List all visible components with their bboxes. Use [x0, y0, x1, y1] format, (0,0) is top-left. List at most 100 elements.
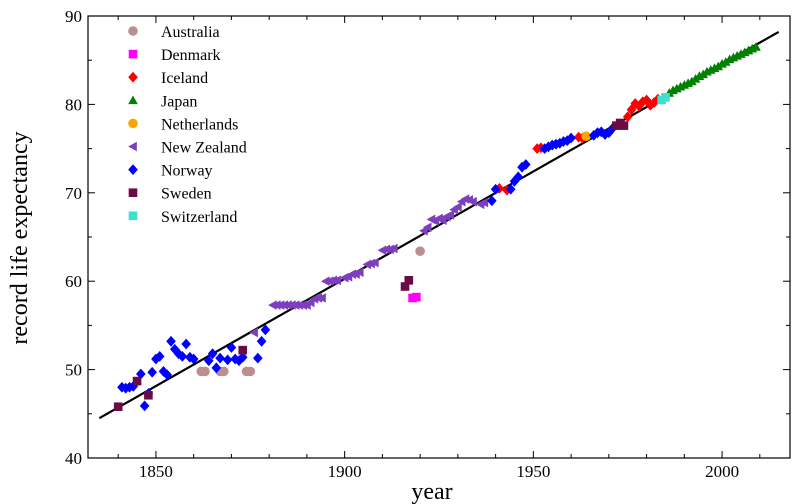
data-point-new-zealand [249, 327, 258, 338]
data-point-norway [554, 137, 565, 149]
legend-label-sweden: Sweden [161, 186, 212, 203]
data-point-norway [260, 324, 271, 336]
data-point-norway [253, 352, 263, 364]
x-axis-label: year [411, 479, 452, 504]
data-point-new-zealand [453, 202, 462, 212]
legend-marker-switzerland [128, 211, 138, 221]
x-tick-label: 1900 [328, 462, 362, 481]
legend-marker-iceland [128, 71, 138, 83]
data-point-iceland [626, 104, 637, 116]
series-denmark [408, 292, 421, 303]
series-japan [664, 42, 761, 97]
data-point-iceland [630, 98, 641, 109]
data-point-new-zealand [362, 259, 372, 270]
data-point-sweden [144, 390, 153, 400]
series-new-zealand [249, 194, 489, 338]
x-tick-label: 1850 [139, 462, 173, 481]
data-point-norway [230, 353, 240, 365]
data-point-new-zealand [309, 294, 319, 304]
data-point-new-zealand [445, 210, 455, 220]
y-tick-label: 70 [65, 184, 82, 203]
data-point-norway [566, 132, 576, 144]
legend-label-switzerland: Switzerland [161, 209, 237, 226]
y-tick-label: 90 [65, 7, 82, 26]
legend-marker-netherlands [128, 118, 138, 129]
legend-label-australia: Australia [161, 24, 220, 41]
series-norway [117, 122, 618, 412]
data-point-new-zealand [422, 222, 432, 233]
data-point-norway [203, 355, 214, 367]
legend-marker-norway [128, 164, 138, 175]
data-point-iceland [622, 111, 633, 123]
data-point-norway [222, 354, 233, 366]
data-point-new-zealand [370, 257, 379, 268]
data-point-norway [181, 338, 191, 350]
data-point-new-zealand [324, 276, 334, 286]
legend-label-norway: Norway [161, 163, 213, 180]
data-point-norway [490, 183, 501, 195]
legend: Australia Denmark Iceland Japan Netherlands N… [128, 24, 247, 226]
data-point-norway [513, 171, 524, 183]
data-point-sweden [238, 345, 248, 355]
data-point-new-zealand [479, 197, 489, 208]
x-tick-label: 1950 [516, 462, 550, 481]
legend-label-denmark: Denmark [161, 47, 221, 64]
data-point-new-zealand [354, 267, 364, 278]
y-tick-label: 50 [65, 361, 82, 380]
data-point-switzerland [661, 93, 670, 102]
x-axis-ticks: 1850 1900 1950 2000 [117, 16, 761, 481]
data-point-australia [415, 246, 425, 256]
y-tick-label: 80 [65, 95, 82, 114]
data-point-norway [215, 352, 225, 364]
data-point-norway [237, 351, 248, 363]
data-point-sweden [400, 282, 410, 291]
y-axis-ticks: 40 50 60 70 80 90 [65, 7, 790, 468]
data-point-norway [207, 348, 218, 360]
data-point-australia [245, 366, 256, 377]
data-point-iceland [649, 97, 659, 109]
legend-label-new-zealand: New Zealand [161, 140, 247, 157]
data-point-new-zealand [332, 275, 341, 286]
data-point-norway [487, 195, 497, 207]
data-point-norway [154, 350, 165, 362]
legend-label-iceland: Iceland [161, 70, 208, 87]
y-tick-label: 60 [65, 272, 82, 291]
data-point-norway [256, 335, 267, 347]
data-point-sweden [619, 121, 629, 130]
data-point-japan [751, 42, 761, 51]
data-point-new-zealand [366, 258, 375, 269]
data-point-norway [188, 353, 199, 365]
data-point-sweden [132, 376, 142, 386]
series-switzerland [657, 93, 670, 105]
data-point-australia [200, 366, 210, 377]
data-point-norway [128, 380, 139, 392]
data-point-norway [173, 348, 184, 360]
data-point-norway [166, 335, 176, 347]
data-point-norway [521, 159, 531, 170]
data-point-norway [211, 362, 222, 374]
data-point-norway [588, 129, 599, 141]
data-point-australia [219, 366, 229, 377]
data-point-new-zealand [385, 244, 394, 255]
data-point-norway [139, 400, 150, 412]
data-point-new-zealand [317, 293, 326, 303]
legend-marker-australia [128, 26, 138, 36]
series-netherlands [581, 131, 591, 142]
legend-marker-japan [128, 95, 138, 105]
data-point-new-zealand [388, 243, 398, 254]
series-australia [196, 246, 425, 377]
x-tick-label: 2000 [705, 462, 739, 481]
data-point-new-zealand [468, 196, 477, 207]
legend-label-netherlands: Netherlands [161, 116, 238, 133]
legend-marker-new-zealand [128, 141, 137, 152]
data-point-norway [151, 353, 161, 365]
data-point-sweden [404, 276, 414, 285]
data-point-netherlands [581, 131, 591, 142]
y-tick-label: 40 [65, 449, 82, 468]
legend-label-japan: Japan [161, 93, 197, 110]
data-point-denmark [412, 292, 421, 302]
data-point-norway [162, 369, 173, 381]
y-axis-label: record life expectancy [7, 131, 33, 344]
data-point-norway [185, 351, 195, 363]
